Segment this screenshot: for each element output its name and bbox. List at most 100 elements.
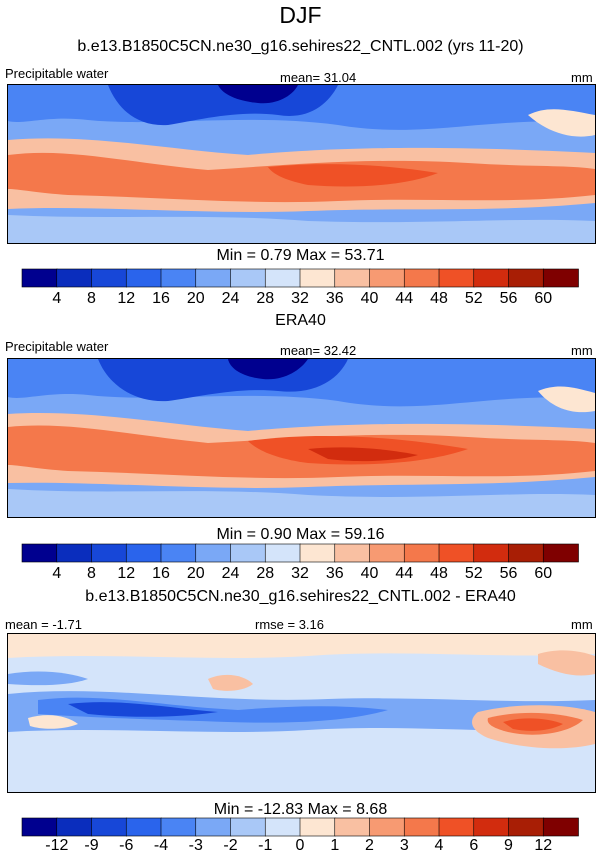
colorbar-swatch (508, 543, 545, 563)
colorbar-swatch (56, 268, 93, 288)
colorbar-tick-label: 28 (256, 565, 275, 582)
colorbar-tick-label: 48 (430, 290, 448, 307)
panel-2-variable-label: Precipitable water (5, 339, 109, 354)
panel-3-field (8, 634, 595, 792)
colorbar-tick-label: -6 (119, 837, 134, 854)
panel-2-mean-label: mean= 32.42 (280, 343, 357, 358)
colorbar-tick-label: 9 (504, 837, 513, 854)
colorbar-tick-label: 48 (430, 565, 448, 582)
colorbar-tick-label: 2 (365, 837, 374, 854)
panel-3-colorbar (21, 817, 579, 837)
panel-1-units-label: mm (571, 70, 593, 85)
colorbar-swatch (56, 543, 93, 563)
colorbar-swatch (230, 817, 267, 837)
colorbar-tick-label: 44 (395, 565, 414, 582)
colorbar-swatch (91, 817, 128, 837)
colorbar-swatch (542, 543, 579, 563)
panel-1-map (7, 84, 596, 244)
panel-3-colorbar-ticks: -12 -9 -6 -4 -3 -2 -1 0 1 2 3 4 6 9 12 (22, 837, 578, 855)
panel-3-rmse-label: rmse = 3.16 (255, 617, 325, 632)
colorbar-tick-label: 52 (464, 290, 483, 307)
colorbar-swatch (299, 543, 336, 563)
colorbar-tick-label: 4 (434, 837, 444, 854)
colorbar-tick-label: 36 (325, 290, 344, 307)
colorbar-tick-label: -1 (258, 837, 273, 854)
colorbar-tick-label: -3 (188, 837, 203, 854)
colorbar-swatch (334, 268, 371, 288)
colorbar-swatch (230, 268, 267, 288)
colorbar-tick-label: 20 (186, 290, 205, 307)
colorbar-swatch (21, 543, 58, 563)
colorbar-swatch (91, 268, 128, 288)
colorbar-tick-label: 24 (221, 290, 240, 307)
colorbar-swatch (299, 268, 336, 288)
colorbar-swatch (230, 543, 267, 563)
colorbar-swatch (508, 268, 545, 288)
colorbar-swatch (542, 268, 579, 288)
colorbar-swatch (160, 543, 197, 563)
colorbar-tick-label: 12 (117, 565, 136, 582)
colorbar-tick-label: 44 (395, 290, 414, 307)
colorbar-swatch (508, 817, 545, 837)
panel-1-title: b.e13.B1850C5CN.ne30_g16.sehires22_CNTL.… (77, 38, 524, 55)
colorbar-swatch (264, 543, 301, 563)
colorbar-swatch (438, 268, 475, 288)
panel-2-units-label: mm (571, 343, 593, 358)
colorbar-swatch (56, 817, 93, 837)
colorbar-tick-label: 28 (256, 290, 275, 307)
panel-2-colorbar (21, 543, 579, 563)
colorbar-tick-label: 40 (360, 290, 379, 307)
panel-1-colorbar-ticks: 4 8 12 16 20 24 28 32 36 40 44 48 52 56 60 (22, 290, 578, 308)
colorbar-swatch (542, 817, 579, 837)
panel-1-variable-label: Precipitable water (5, 66, 109, 81)
colorbar-tick-label: 4 (52, 290, 62, 307)
colorbar-tick-label: -12 (45, 837, 69, 854)
colorbar-swatch (264, 817, 301, 837)
colorbar-swatch (195, 817, 232, 837)
colorbar-swatch (195, 543, 232, 563)
colorbar-tick-label: 52 (464, 565, 483, 582)
colorbar-tick-label: 32 (291, 290, 309, 307)
colorbar-swatch (403, 268, 440, 288)
colorbar-tick-label: 12 (534, 837, 553, 854)
colorbar-swatch (91, 543, 128, 563)
colorbar-tick-label: 16 (152, 565, 170, 582)
colorbar-tick-label: 60 (534, 290, 553, 307)
panel-3-units-label: mm (571, 617, 593, 632)
panel-2-title: ERA40 (275, 312, 326, 329)
colorbar-swatch (369, 817, 406, 837)
colorbar-tick-label: -2 (223, 837, 238, 854)
colorbar-swatch (160, 268, 197, 288)
colorbar-tick-label: 1 (330, 837, 340, 854)
panel-2-stats: Min = 0.90 Max = 59.16 (216, 526, 385, 543)
colorbar-swatch (125, 817, 162, 837)
colorbar-tick-label: -9 (84, 837, 99, 854)
colorbar-swatch (369, 543, 406, 563)
panel-1-stats: Min = 0.79 Max = 53.71 (216, 247, 385, 264)
colorbar-swatch (264, 268, 301, 288)
panel-3-title: b.e13.B1850C5CN.ne30_g16.sehires22_CNTL.… (85, 588, 516, 605)
colorbar-swatch (299, 817, 336, 837)
colorbar-swatch (195, 268, 232, 288)
colorbar-swatch (403, 817, 440, 837)
colorbar-tick-label: 8 (87, 290, 96, 307)
colorbar-tick-label: 40 (360, 565, 379, 582)
colorbar-swatch (473, 817, 510, 837)
colorbar-tick-label: -4 (153, 837, 169, 854)
colorbar-swatch (369, 268, 406, 288)
colorbar-swatch (125, 543, 162, 563)
colorbar-swatch (473, 543, 510, 563)
colorbar-tick-label: 56 (499, 290, 518, 307)
colorbar-swatch (160, 817, 197, 837)
colorbar-swatch (334, 543, 371, 563)
colorbar-tick-label: 3 (399, 837, 409, 854)
colorbar-tick-label: 36 (325, 565, 344, 582)
panel-1-mean-label: mean= 31.04 (280, 70, 357, 85)
colorbar-swatch (21, 817, 58, 837)
panel-3-mean-label: mean = -1.71 (5, 617, 82, 632)
panel-3-map (7, 633, 596, 793)
colorbar-swatch (438, 543, 475, 563)
colorbar-swatch (473, 268, 510, 288)
panel-1-colorbar (21, 268, 579, 288)
panel-2-map (7, 358, 596, 518)
